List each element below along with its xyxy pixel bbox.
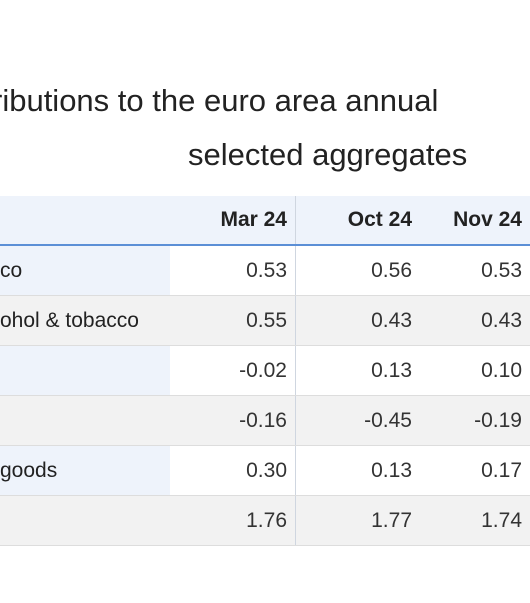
cell-oct-24: 0.13 — [371, 458, 412, 482]
cell-mar-24: -0.02 — [170, 346, 296, 395]
cell-mar-24: 0.55 — [170, 296, 296, 345]
header-cell-oct-24[interactable]: Oct 24 — [347, 208, 412, 231]
row-label — [0, 346, 170, 395]
cell-nov-24: 0.53 — [481, 258, 522, 282]
cell-nov-24: 1.74 — [422, 496, 530, 545]
cell-oct-24: 1.77 — [296, 496, 422, 545]
cell-nov-24: -0.19 — [422, 396, 530, 445]
row-label: co — [0, 246, 170, 295]
table-row: goods 0.30 0.13 0.17 — [0, 446, 530, 496]
row-label: ohol & tobacco — [0, 296, 170, 345]
data-table: Mar 24 Oct 24 Nov 24 co 0.53 0.56 0.53 o… — [0, 196, 530, 546]
header-cell-nov-24[interactable]: Nov 24 — [453, 208, 522, 231]
cell-nov-24: 0.43 — [422, 296, 530, 345]
table-row: ohol & tobacco 0.55 0.43 0.43 — [0, 296, 530, 346]
table-row: 1.76 1.77 1.74 — [0, 496, 530, 546]
cell-nov-24: 0.10 — [481, 358, 522, 382]
table-row: -0.16 -0.45 -0.19 — [0, 396, 530, 446]
title-line-1: ributions to the euro area annual — [0, 83, 439, 118]
header-cell-mar-24[interactable]: Mar 24 — [170, 196, 296, 244]
cell-oct-24: 0.43 — [296, 296, 422, 345]
title-line-2: selected aggregates — [188, 137, 468, 172]
cell-nov-24: 0.17 — [481, 458, 522, 482]
cell-mar-24: 0.30 — [170, 446, 296, 495]
cell-mar-24: 1.76 — [170, 496, 296, 545]
row-label — [0, 396, 170, 445]
cell-mar-24: -0.16 — [170, 396, 296, 445]
cell-oct-24: 0.13 — [371, 358, 412, 382]
cell-oct-24: 0.56 — [371, 258, 412, 282]
row-label — [0, 496, 170, 545]
cell-oct-24: -0.45 — [296, 396, 422, 445]
cell-mar-24: 0.53 — [170, 246, 296, 295]
table-row: -0.02 0.13 0.10 — [0, 346, 530, 396]
table-header-row: Mar 24 Oct 24 Nov 24 — [0, 196, 530, 246]
row-label: goods — [0, 446, 170, 495]
header-cell-label — [0, 196, 170, 244]
table-row: co 0.53 0.56 0.53 — [0, 246, 530, 296]
